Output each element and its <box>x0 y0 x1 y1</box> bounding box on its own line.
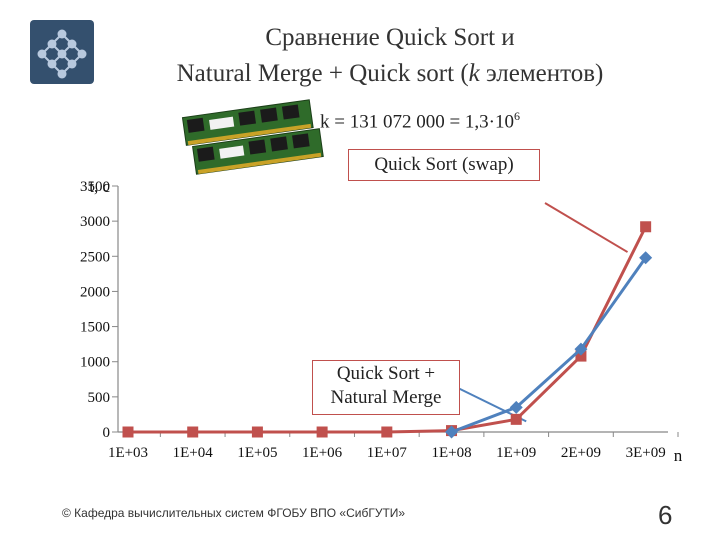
quick-sort-callout: Quick Sort (swap) <box>348 149 540 181</box>
title-suffix: элементов) <box>479 60 604 87</box>
logo-node <box>67 39 77 49</box>
y-tick-label: 2000 <box>80 284 110 300</box>
y-tick-label: 2500 <box>80 249 110 265</box>
x-axis-title: n <box>674 446 683 465</box>
natural_merge-series <box>445 251 653 439</box>
quick_sort-point <box>316 426 328 438</box>
slide-title-line-1: Сравнение Quick Sort и <box>265 24 515 51</box>
page-number: 6 <box>658 500 673 530</box>
k-formula-text: k = 131 072 000 = 1,3·10 <box>320 111 515 133</box>
y-tick-label: 3500 <box>80 179 110 195</box>
title-variable-k: k <box>468 60 480 87</box>
logo-node <box>57 69 67 79</box>
natural_merge-point <box>445 425 459 439</box>
quick_sort-series <box>122 221 652 438</box>
logo-node <box>47 59 57 69</box>
x-tick-label: 1E+03 <box>108 445 148 461</box>
logo-node <box>57 49 67 59</box>
x-tick-label: 1E+08 <box>431 445 471 461</box>
natural-merge-callout: Quick Sort + Natural Merge <box>312 360 460 415</box>
natural_merge-line <box>450 256 647 434</box>
quick_sort-point <box>187 426 199 438</box>
university-logo <box>30 20 94 84</box>
natural_merge-point <box>639 251 653 265</box>
quick_sort-point <box>640 221 652 233</box>
y-tick-label: 0 <box>103 425 111 441</box>
x-tick-label: 1E+06 <box>302 445 343 461</box>
logo-node <box>77 49 87 59</box>
y-axis-ticks: 0 500 1000 1500 2000 2500 3000 3500 <box>80 179 118 441</box>
x-tick-label: 1E+09 <box>496 445 536 461</box>
quick_sort-point <box>122 426 134 438</box>
logo-node <box>67 59 77 69</box>
x-axis-ticks: 1E+03 1E+04 1E+05 1E+06 1E+07 1E+08 1E+09 2E+09… <box>108 432 679 461</box>
quick_sort-point <box>510 413 522 425</box>
x-tick-label: 2E+09 <box>561 445 601 461</box>
x-tick-label: 3E+09 <box>626 445 666 461</box>
quick_sort-point <box>381 426 393 438</box>
y-axis-title: t, c <box>89 177 110 196</box>
k-formula-exponent: 6 <box>514 109 521 123</box>
title-prefix: Natural Merge + Quick sort ( <box>176 60 469 87</box>
logo-lattice-icon <box>37 29 87 79</box>
natural-merge-callout-line-2: Natural Merge <box>330 387 442 408</box>
y-tick-label: 3000 <box>80 214 110 230</box>
x-tick-label: 1E+05 <box>237 445 277 461</box>
chart-series <box>122 221 653 439</box>
natural_merge-point <box>574 342 588 356</box>
ram-modules-image <box>181 99 324 175</box>
logo-node <box>57 29 67 39</box>
quick_sort-point <box>251 426 263 438</box>
k-value-formula: k = 131 072 000 = 1,3·106 <box>320 109 520 133</box>
logo-node <box>47 39 57 49</box>
quick-sort-pointer <box>544 202 629 253</box>
natural_merge-point <box>509 400 523 414</box>
footer-copyright: © Кафедра вычислительных систем ФГОБУ ВП… <box>62 506 406 520</box>
natural-merge-callout-line-1: Quick Sort + <box>336 363 436 384</box>
logo-node <box>37 49 47 59</box>
quick_sort-point <box>575 350 587 362</box>
y-tick-label: 1000 <box>80 355 110 371</box>
slide-title-line-2: Natural Merge + Quick sort (k элементов) <box>110 60 670 88</box>
x-tick-label: 1E+07 <box>367 445 408 461</box>
y-tick-label: 500 <box>88 390 111 406</box>
y-tick-label: 1500 <box>80 320 110 336</box>
x-tick-label: 1E+04 <box>173 445 214 461</box>
